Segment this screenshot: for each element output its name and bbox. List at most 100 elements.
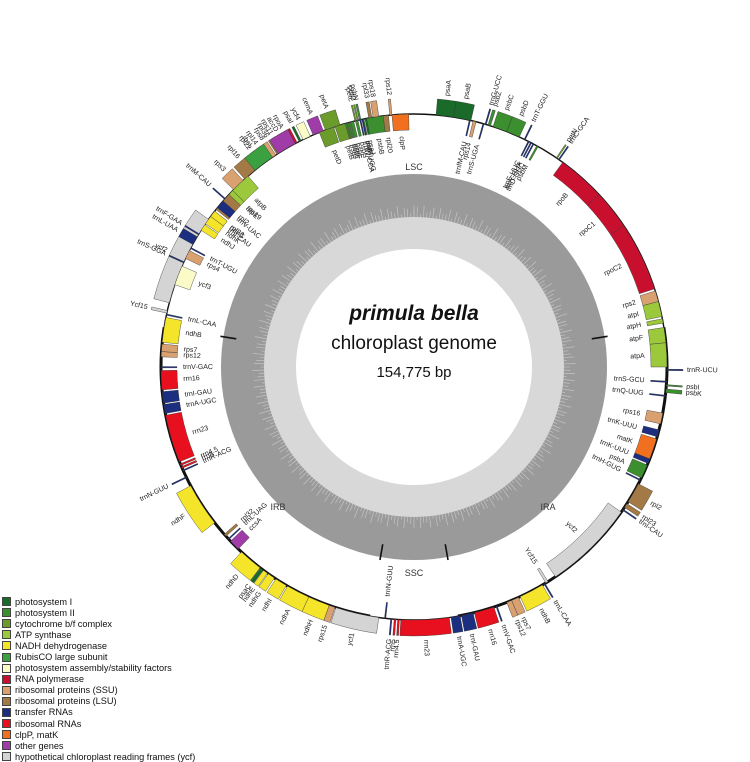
genome-size: 154,775 bp <box>376 364 451 381</box>
gene-label: trnN-GUU <box>385 565 396 597</box>
legend-swatch <box>2 619 11 628</box>
gene-block <box>451 616 463 633</box>
gene-label: trnV-GAC <box>499 624 515 655</box>
gene-label: Ycf15 <box>523 547 538 566</box>
region-label-lsc: LSC <box>405 162 423 172</box>
gene-block <box>384 602 387 618</box>
gene-block <box>650 343 667 367</box>
gene-block <box>162 317 181 343</box>
legend-label: other genes <box>15 741 64 751</box>
gene-label: trnI-GAU <box>184 388 212 398</box>
legend-swatch <box>2 641 11 650</box>
gene-label: matK <box>616 434 634 446</box>
legend-item: NADH dehydrogenase <box>2 640 332 651</box>
legend-label: ribosomal proteins (LSU) <box>15 696 117 706</box>
legend-swatch <box>2 608 11 617</box>
gene-label: trnL-CAA <box>187 316 217 329</box>
gene-label: rps12 <box>384 77 393 95</box>
gene-block <box>469 121 476 137</box>
legend-label: photosystem II <box>15 608 75 618</box>
gene-label: rrn23 <box>192 425 210 436</box>
gene-block <box>666 385 682 388</box>
legend-label: photosystem I <box>15 597 72 607</box>
gene-label: trnR-UCU <box>687 367 718 374</box>
gene-block <box>172 477 187 485</box>
gene-label: rps2 <box>622 299 637 310</box>
legend-item: transfer RNAs <box>2 707 332 718</box>
legend-item: RubisCO large subunit <box>2 651 332 662</box>
gene-label: ndhB <box>537 607 551 625</box>
gene-block <box>151 307 167 313</box>
legend-item: cytochrome b/f complex <box>2 618 332 629</box>
gene-block <box>645 410 663 424</box>
gene-block <box>666 389 682 394</box>
gene-label: ycf3 <box>197 280 212 291</box>
legend-label: NADH dehydrogenase <box>15 641 107 651</box>
legend-label: ribosomal proteins (SSU) <box>15 685 118 695</box>
gene-label: ycf1 <box>347 632 357 646</box>
gene-label: psaB <box>463 82 473 99</box>
gene-block <box>389 619 392 635</box>
gene-label: Ycf15 <box>129 300 148 311</box>
gene-label: rpoC1 <box>578 221 597 238</box>
legend-item: photosystem assembly/stability factors <box>2 663 332 674</box>
gene-label: psaA <box>444 79 453 96</box>
legend-swatch <box>2 719 11 728</box>
gene-label: psbD <box>518 100 531 118</box>
gene-block <box>213 188 226 200</box>
legend-label: ATP synthase <box>15 630 71 640</box>
gene-label: trnA-UGC <box>455 636 467 667</box>
legend-item: photosystem II <box>2 607 332 618</box>
gene-label: psbC <box>504 94 516 112</box>
legend-swatch <box>2 686 11 695</box>
gene-block <box>161 344 178 352</box>
gene-label: rrn16 <box>486 628 497 646</box>
gene-block <box>400 618 452 636</box>
legend-item: ribosomal proteins (SSU) <box>2 685 332 696</box>
gene-label: trnM-CAU <box>184 163 212 189</box>
legend-swatch <box>2 741 11 750</box>
legend-swatch <box>2 664 11 673</box>
gene-block <box>388 99 392 115</box>
gene-label: trnN-GUU <box>139 483 170 503</box>
legend-swatch <box>2 730 11 739</box>
gene-label: rpoC2 <box>603 263 623 278</box>
gene-block <box>454 101 475 120</box>
gene-block <box>461 613 476 631</box>
legend-label: RNA polymerase <box>15 674 84 684</box>
gene-label: petA <box>318 94 329 110</box>
legend-swatch <box>2 708 11 717</box>
gene-label: ndhB <box>185 330 203 339</box>
legend-label: ribosomal RNAs <box>15 719 81 729</box>
gene-label: rpl33 <box>360 82 370 99</box>
gene-label: rpl2 <box>649 500 663 512</box>
legend-swatch <box>2 630 11 639</box>
gene-label: ycf2 <box>564 520 578 534</box>
gene-label: atpF <box>629 335 644 344</box>
gene-label: trnL-CAA <box>552 599 573 628</box>
gene-label: trnK-UUU <box>607 417 638 432</box>
legend-label: transfer RNAs <box>15 707 73 717</box>
gene-label: petD <box>330 149 342 165</box>
gene-label: trnR-ACG <box>384 639 394 670</box>
legend-swatch <box>2 597 11 606</box>
gene-block <box>537 568 548 583</box>
legend-item: photosystem I <box>2 596 332 607</box>
gene-label: trnA-UGC <box>186 397 217 409</box>
legend-label: RubisCO large subunit <box>15 652 107 662</box>
legend-item: other genes <box>2 740 332 751</box>
legend-swatch <box>2 697 11 706</box>
gene-block <box>162 390 179 403</box>
gene-label: rpl16 <box>226 144 241 161</box>
gene-label: psbK <box>685 390 702 399</box>
legend-item: ATP synthase <box>2 629 332 640</box>
gene-label: rrn23 <box>422 640 430 657</box>
gene-label: clpP <box>398 136 406 150</box>
gene-label: trnT-GGU <box>531 93 551 123</box>
gene-label: ndhF <box>170 513 187 528</box>
gene-block <box>479 124 485 140</box>
legend-item: RNA polymerase <box>2 674 332 685</box>
legend-swatch <box>2 675 11 684</box>
legend-item: ribosomal proteins (LSU) <box>2 696 332 707</box>
gene-block <box>164 402 181 414</box>
